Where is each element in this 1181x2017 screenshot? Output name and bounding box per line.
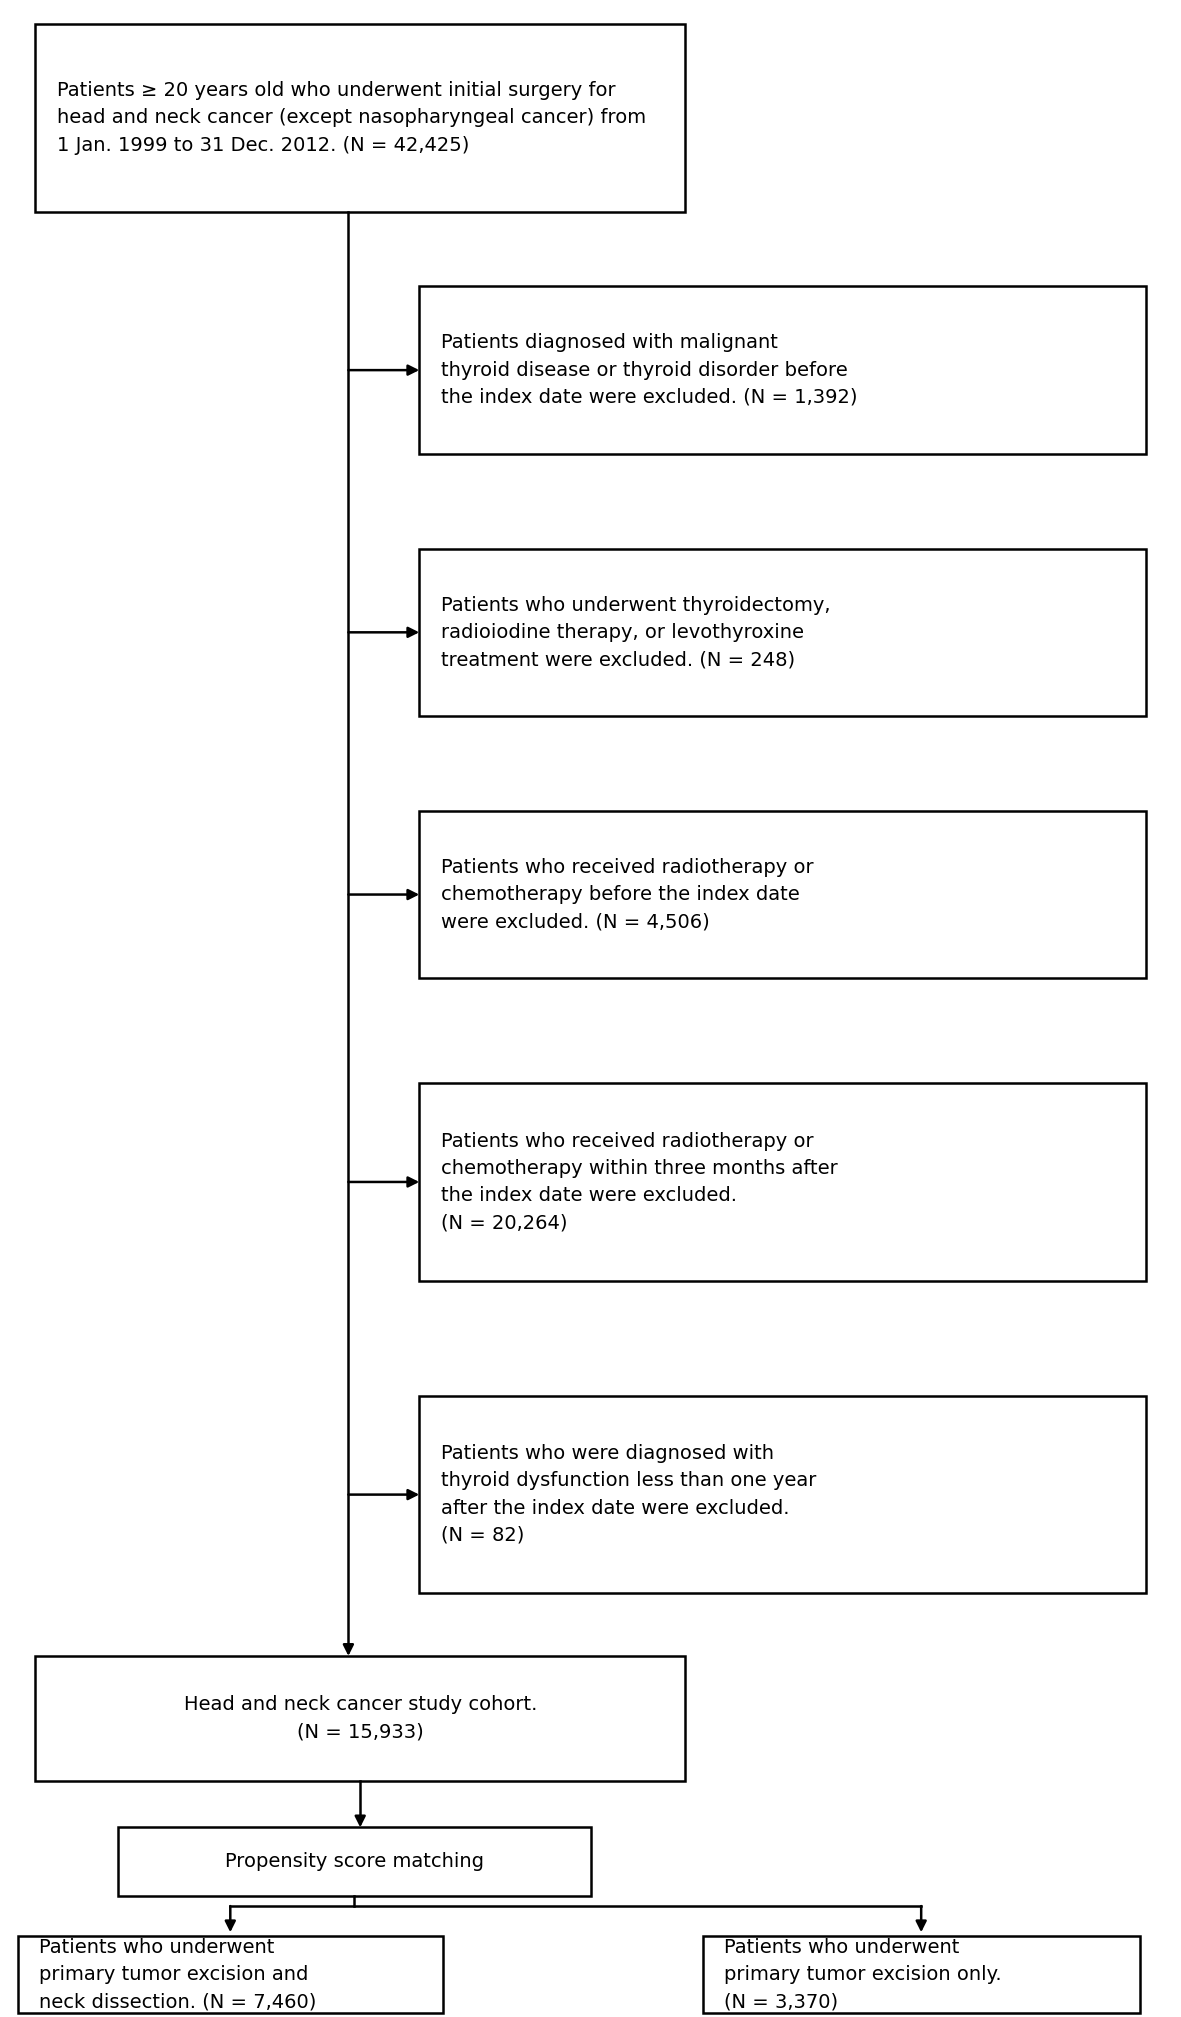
FancyBboxPatch shape: [118, 1827, 590, 1896]
Text: Patients who received radiotherapy or
chemotherapy before the index date
were ex: Patients who received radiotherapy or ch…: [441, 857, 814, 932]
Text: Patients who underwent
primary tumor excision only.
(N = 3,370): Patients who underwent primary tumor exc…: [724, 1938, 1001, 2011]
FancyBboxPatch shape: [18, 1936, 443, 2013]
Text: Patients who underwent thyroidectomy,
radioiodine therapy, or levothyroxine
trea: Patients who underwent thyroidectomy, ra…: [441, 595, 830, 670]
FancyBboxPatch shape: [419, 1083, 1146, 1281]
FancyBboxPatch shape: [35, 1656, 685, 1781]
FancyBboxPatch shape: [419, 811, 1146, 978]
FancyBboxPatch shape: [419, 1396, 1146, 1593]
FancyBboxPatch shape: [419, 286, 1146, 454]
Text: Patients who underwent
primary tumor excision and
neck dissection. (N = 7,460): Patients who underwent primary tumor exc…: [39, 1938, 317, 2011]
FancyBboxPatch shape: [703, 1936, 1140, 2013]
FancyBboxPatch shape: [35, 24, 685, 212]
Text: Propensity score matching: Propensity score matching: [224, 1852, 484, 1872]
FancyBboxPatch shape: [419, 549, 1146, 716]
Text: Patients diagnosed with malignant
thyroid disease or thyroid disorder before
the: Patients diagnosed with malignant thyroi…: [441, 333, 857, 407]
Text: Patients who received radiotherapy or
chemotherapy within three months after
the: Patients who received radiotherapy or ch…: [441, 1132, 837, 1232]
Text: Patients ≥ 20 years old who underwent initial surgery for
head and neck cancer (: Patients ≥ 20 years old who underwent in…: [57, 81, 646, 155]
Text: Head and neck cancer study cohort.
(N = 15,933): Head and neck cancer study cohort. (N = …: [183, 1696, 537, 1741]
Text: Patients who were diagnosed with
thyroid dysfunction less than one year
after th: Patients who were diagnosed with thyroid…: [441, 1444, 816, 1545]
